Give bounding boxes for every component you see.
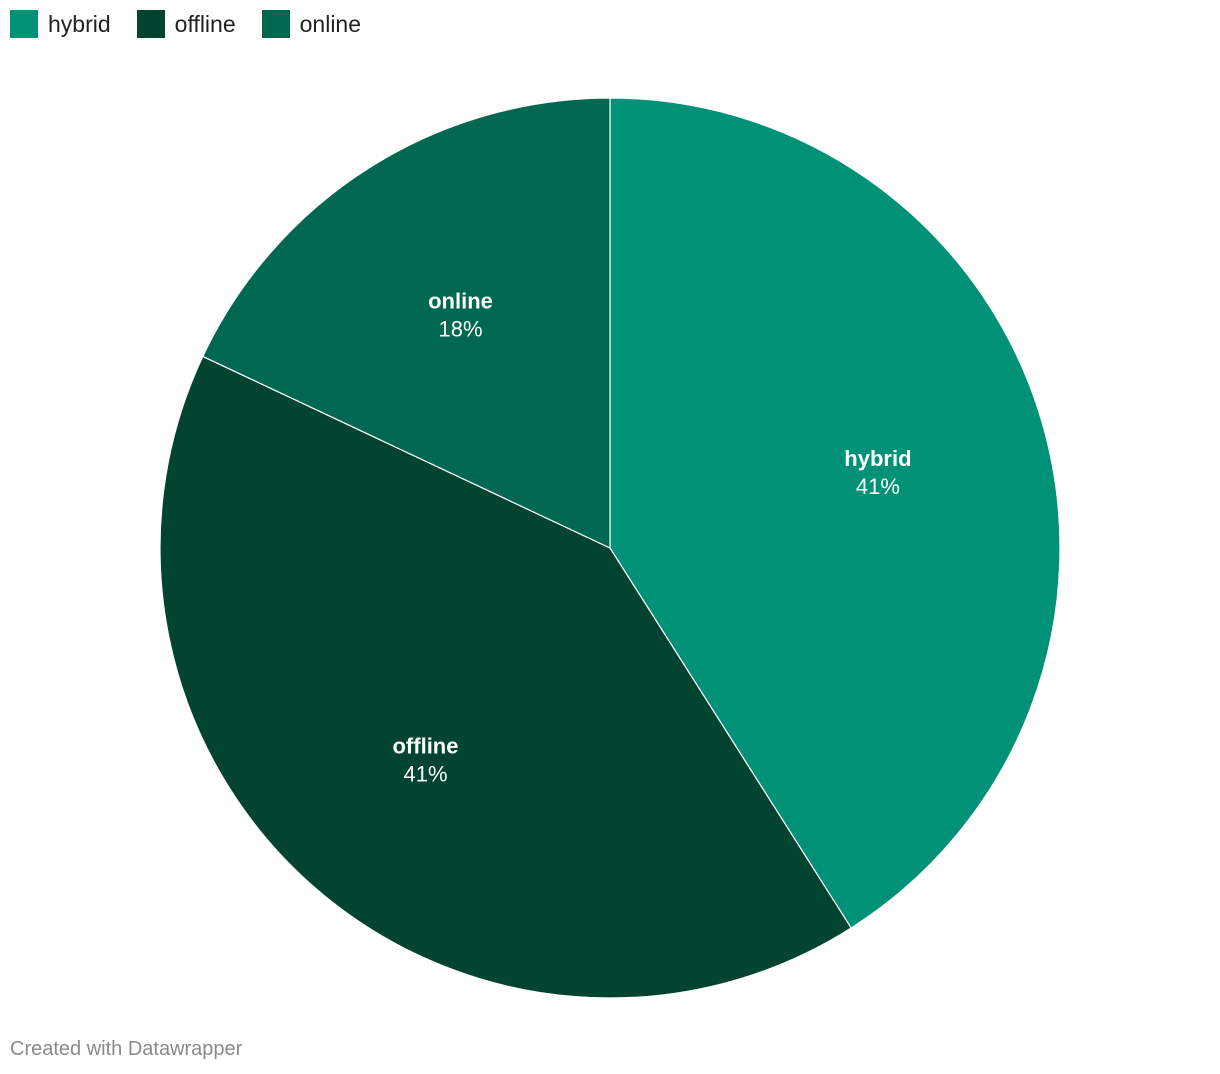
pie-slice-offline <box>159 355 852 999</box>
slice-label-hybrid: hybrid <box>844 446 911 471</box>
legend-label-hybrid: hybrid <box>48 11 111 37</box>
chart-legend: hybrid offline online <box>10 9 387 39</box>
pie-slice-online <box>202 97 611 549</box>
slice-label-online: online <box>428 288 493 313</box>
pie-slice-hybrid <box>609 97 1061 929</box>
legend-item-hybrid: hybrid <box>10 10 111 38</box>
legend-swatch-offline <box>136 10 165 38</box>
legend-item-offline: offline <box>136 10 236 38</box>
legend-swatch-online <box>261 10 290 38</box>
slice-value-online: 18% <box>438 316 482 341</box>
legend-swatch-hybrid <box>10 10 38 38</box>
legend-item-online: online <box>261 10 362 38</box>
legend-label-offline: offline <box>174 11 236 37</box>
slice-value-hybrid: 41% <box>856 474 900 499</box>
slice-label-offline: offline <box>392 733 458 758</box>
legend-label-online: online <box>299 11 362 37</box>
datawrapper-credit: Created with Datawrapper <box>10 1038 243 1060</box>
slice-value-offline: 41% <box>403 761 447 786</box>
